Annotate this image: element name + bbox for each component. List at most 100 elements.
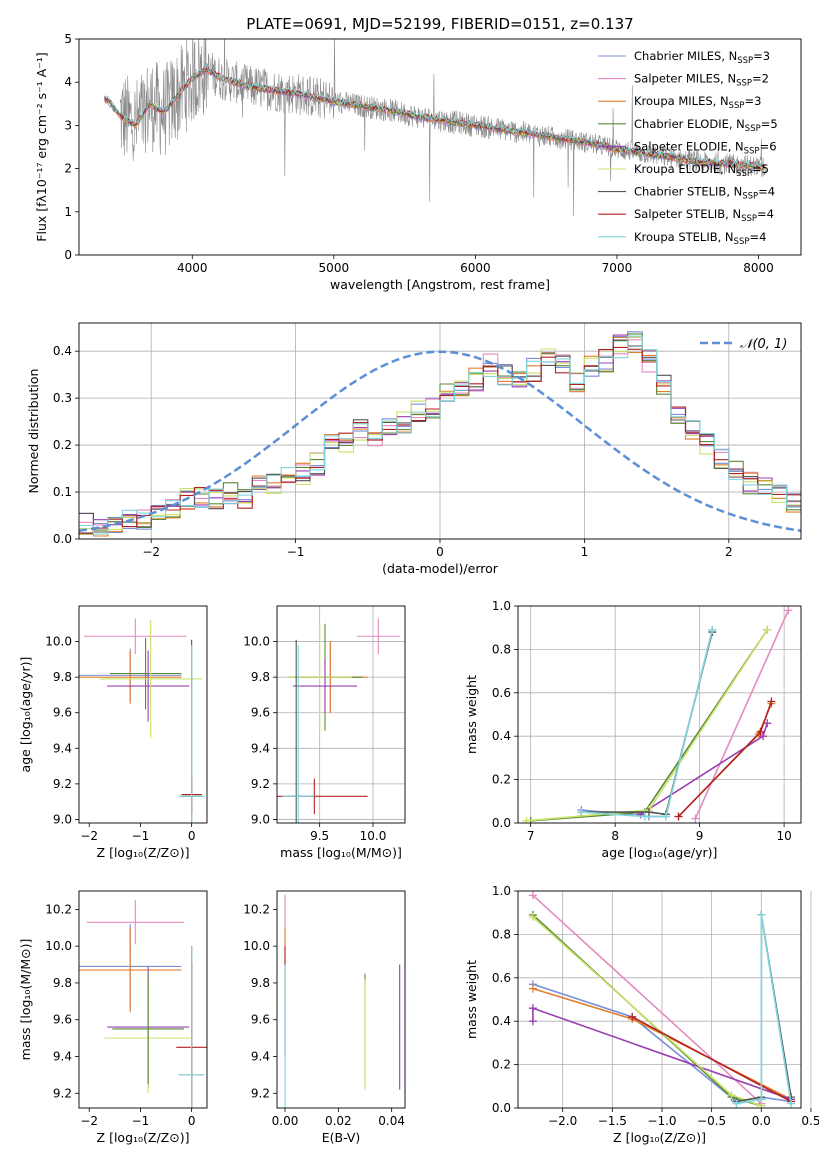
y-tick-label: 9.4 [251,741,270,755]
legend-nssp: =5 [761,117,778,131]
y-tick-label: 10.0 [45,939,72,953]
legend-entry: Kroupa MILES, NSSP=3 [634,94,761,111]
axes-residuals: −2 −1 0 1 2 0.0 0.1 0.2 0.3 0.4 (data-model)/error… [26,322,802,576]
x-tick-label: 8000 [743,261,774,275]
legend-subscript: SSP [734,237,750,247]
axes-mass-vs-Z: −2 −1 0 9.2 9.4 9.6 9.8 10.0 10.2 Z [log₁₀(Z/Z⊙)]… [18,890,208,1145]
axes-frame [517,890,802,1109]
y-tick-label: 0.4 [53,344,72,358]
x-axis-label: Z [log₁₀(Z/Z⊙)] [97,1130,190,1145]
y-tick-label: 0.0 [492,1101,511,1115]
y-tick-label: 9.4 [53,1050,72,1064]
y-tick-label: 9.8 [53,976,72,990]
legend-nssp: =3 [744,94,761,108]
x-tick-label: 0.02 [325,1114,352,1128]
axes-weight-vs-age: 7 8 9 10 0.0 0.2 0.4 0.6 0.8 1.0 age [log₁₀(age/yr… [464,599,802,860]
figure-title: PLATE=0691, MJD=52199, FIBERID=0151, z=0… [246,15,633,33]
axes-frame [276,605,406,824]
legend-subscript: SSP [741,214,757,224]
legend-nssp: =3 [753,49,770,63]
y-tick-label: 0.0 [53,532,72,546]
y-axis-label: Flux [fλ10⁻¹⁷ erg cm⁻² s⁻¹ A⁻¹] [34,52,49,241]
plot-area-weight-vs-Z [528,891,796,1108]
y-tick-label: 2 [64,162,72,176]
axes-frame [78,38,802,256]
legend-entry: Salpeter MILES, NSSP=2 [634,72,769,89]
x-axis-label: (data-model)/error [382,561,499,576]
series-line [581,631,714,816]
x-tick-label: 4000 [177,261,208,275]
y-axis-label: age [log₁₀(age/yr)] [18,657,33,773]
legend-entry: 𝒩(0, 1) [740,337,787,352]
y-tick-label: 9.2 [251,777,270,791]
legend-subscript: SSP [742,192,758,202]
series-line [526,629,768,822]
data-point [757,1095,766,1104]
y-tick-label: 9.6 [53,706,72,720]
y-tick-label: 5 [64,32,72,46]
y-tick-label: 9.0 [53,812,72,826]
y-tick-label: 4 [64,75,72,89]
legend-entry: Chabrier STELIB, NSSP=4 [634,185,775,202]
y-tick-label: 10.2 [243,902,270,916]
axes-frame [276,890,406,1109]
x-tick-label: 8 [611,829,619,843]
data-point [708,625,717,634]
y-tick-label: 0.2 [492,773,511,787]
y-tick-label: 0 [64,248,72,262]
x-axis-label: Z [log₁₀(Z/Z⊙)] [613,1130,706,1145]
axes-frame [78,322,802,540]
data-point [661,812,670,821]
series-line [581,629,714,818]
y-tick-label: 0.8 [492,642,511,656]
y-axis-label: mass weight [464,960,479,1039]
y-tick-label: 9.2 [53,1086,72,1100]
x-axis-label: E(B-V) [322,1130,361,1145]
y-tick-label: 10.0 [243,939,270,953]
x-tick-label: 0.0 [752,1114,771,1128]
data-point [628,1012,637,1021]
x-tick-label: −1 [287,545,305,559]
y-tick-label: 10.0 [45,635,72,649]
plot-area-spectrum [104,39,766,217]
plot-area-mass-vs-Z [79,900,207,1108]
legend-nssp: =4 [749,230,766,244]
data-point [528,891,537,900]
axes-spectrum: 4000 5000 6000 7000 8000 0 1 2 3 4 5 wavelength [An… [34,32,802,292]
plot-area-residuals [79,331,801,537]
legend-subscript: SSP [745,124,761,134]
data-point [757,910,766,919]
data-point [644,808,653,817]
x-tick-label: 0.5 [801,1114,819,1128]
y-axis-label: Normed distribution [26,369,41,494]
data-point [732,1099,741,1108]
y-tick-label: 3 [64,118,72,132]
y-tick-label: 9.0 [251,812,270,826]
y-tick-label: 9.4 [53,741,72,755]
y-tick-label: 0.4 [492,729,511,743]
legend-nssp: =4 [757,207,774,221]
legend-entry: Kroupa ELODIE, NSSP=5 [634,162,769,179]
data-point [577,808,586,817]
y-tick-label: 0.1 [53,485,72,499]
legend-entry: Chabrier MILES, NSSP=3 [634,49,770,66]
y-tick-label: 0.6 [492,971,511,985]
x-tick-label: 7 [527,829,535,843]
legend-entry: Salpeter STELIB, NSSP=4 [634,207,774,224]
legend-subscript: SSP [729,101,745,111]
legend-subscript: SSP [736,79,752,89]
model-spectrum-line [104,63,765,169]
data-point [787,1099,796,1108]
y-tick-label: 9.8 [53,670,72,684]
data-point [691,814,700,823]
legend-entry: Kroupa STELIB, NSSP=4 [634,230,766,247]
x-tick-label: 5000 [319,261,350,275]
x-tick-label: −2 [80,829,98,843]
data-point [784,606,793,615]
data-point [763,719,772,728]
y-tick-label: 0.0 [492,816,511,830]
legend-nssp: =5 [752,162,769,176]
data-point [528,984,537,993]
legend-nssp: =4 [758,185,775,199]
